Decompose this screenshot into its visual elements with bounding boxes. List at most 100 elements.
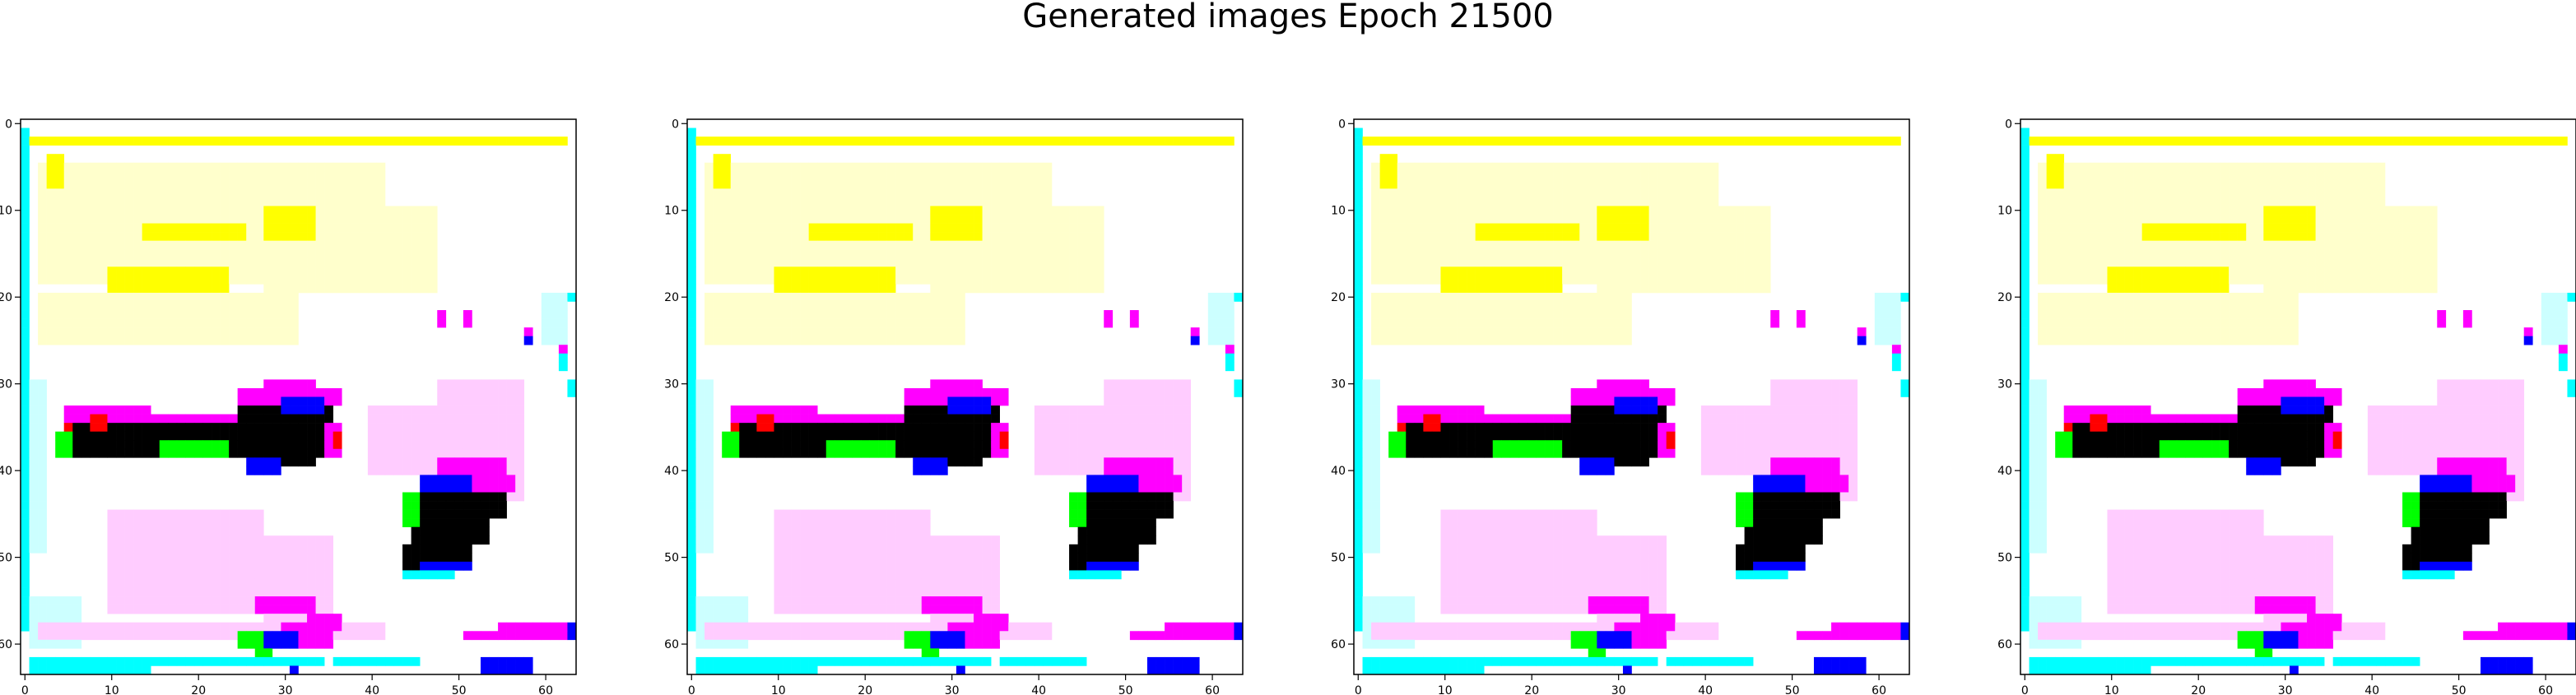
pixel <box>63 171 73 181</box>
pixel <box>63 206 73 215</box>
pixel <box>1069 240 1078 250</box>
pixel <box>324 622 333 632</box>
pixel <box>212 431 221 441</box>
pixel <box>229 257 238 267</box>
pixel <box>151 292 160 302</box>
pixel <box>107 526 117 536</box>
pixel <box>107 423 117 432</box>
pixel <box>956 622 965 632</box>
pixel <box>1597 232 1607 241</box>
pixel <box>81 431 91 441</box>
pixel <box>55 197 65 206</box>
pixel <box>791 448 801 458</box>
pixel <box>869 596 879 605</box>
pixel <box>1666 179 1676 189</box>
pixel <box>229 232 238 241</box>
pixel <box>72 327 82 336</box>
pixel <box>1077 405 1087 415</box>
pixel <box>843 327 853 336</box>
pixel <box>1449 223 1458 233</box>
pixel <box>124 509 134 519</box>
pixel <box>72 656 82 666</box>
pixel <box>756 631 766 641</box>
pixel <box>1492 223 1502 233</box>
pixel <box>913 656 923 666</box>
pixel <box>151 570 160 580</box>
pixel <box>263 171 273 181</box>
pixel <box>159 223 169 233</box>
pixel <box>1700 223 1710 233</box>
pixel <box>324 578 333 588</box>
pixel <box>938 215 948 224</box>
pixel <box>567 622 577 632</box>
pixel <box>307 423 316 432</box>
pixel <box>237 596 247 605</box>
pixel <box>116 570 125 580</box>
pixel <box>904 423 914 432</box>
pixel <box>307 656 316 666</box>
pixel <box>808 440 818 450</box>
pixel <box>1536 206 1546 215</box>
pixel <box>272 171 281 181</box>
pixel <box>237 232 247 241</box>
pixel <box>722 622 732 632</box>
pixel <box>1449 162 1458 172</box>
pixel <box>1597 137 1607 146</box>
pixel <box>393 206 403 215</box>
pixel <box>860 266 870 276</box>
pixel <box>237 275 247 285</box>
pixel <box>1675 249 1685 259</box>
pixel <box>938 206 948 215</box>
pixel <box>817 171 827 181</box>
pixel <box>437 509 447 519</box>
pixel <box>185 171 195 181</box>
pixel <box>437 570 447 580</box>
pixel <box>142 570 151 580</box>
pixel <box>46 266 56 276</box>
pixel <box>81 405 91 415</box>
pixel <box>21 215 30 224</box>
pixel <box>437 310 447 319</box>
pixel <box>176 509 186 519</box>
pixel <box>393 275 403 285</box>
pixel <box>965 387 974 397</box>
pixel <box>1492 171 1502 181</box>
pixel <box>783 656 792 666</box>
pixel <box>176 440 186 450</box>
pixel <box>852 578 862 588</box>
pixel <box>359 284 369 294</box>
pixel <box>791 570 801 580</box>
pixel <box>1138 501 1148 510</box>
pixel <box>21 457 30 467</box>
pixel <box>974 561 983 571</box>
pixel <box>965 578 974 588</box>
pixel <box>437 535 447 545</box>
pixel <box>185 578 195 588</box>
pixel <box>843 179 853 189</box>
pixel <box>852 431 862 441</box>
pixel <box>1736 257 1745 267</box>
pixel <box>930 137 940 146</box>
pixel <box>289 405 299 415</box>
pixel <box>1839 137 1849 146</box>
pixel <box>1112 518 1122 528</box>
pixel <box>825 301 835 311</box>
pixel <box>1182 475 1192 484</box>
pixel <box>947 578 957 588</box>
pixel <box>869 656 879 666</box>
pixel <box>947 179 957 189</box>
pixel <box>835 223 844 233</box>
pixel <box>1129 535 1139 545</box>
pixel <box>176 188 186 198</box>
pixel <box>1165 475 1174 484</box>
pixel <box>687 414 696 424</box>
pixel <box>315 440 325 450</box>
pixel <box>384 215 394 224</box>
pixel <box>202 622 212 632</box>
pixel <box>532 631 542 641</box>
pixel <box>921 622 931 632</box>
pixel <box>1423 223 1433 233</box>
pixel <box>263 535 273 545</box>
pixel <box>886 431 896 441</box>
pixel <box>445 396 455 406</box>
